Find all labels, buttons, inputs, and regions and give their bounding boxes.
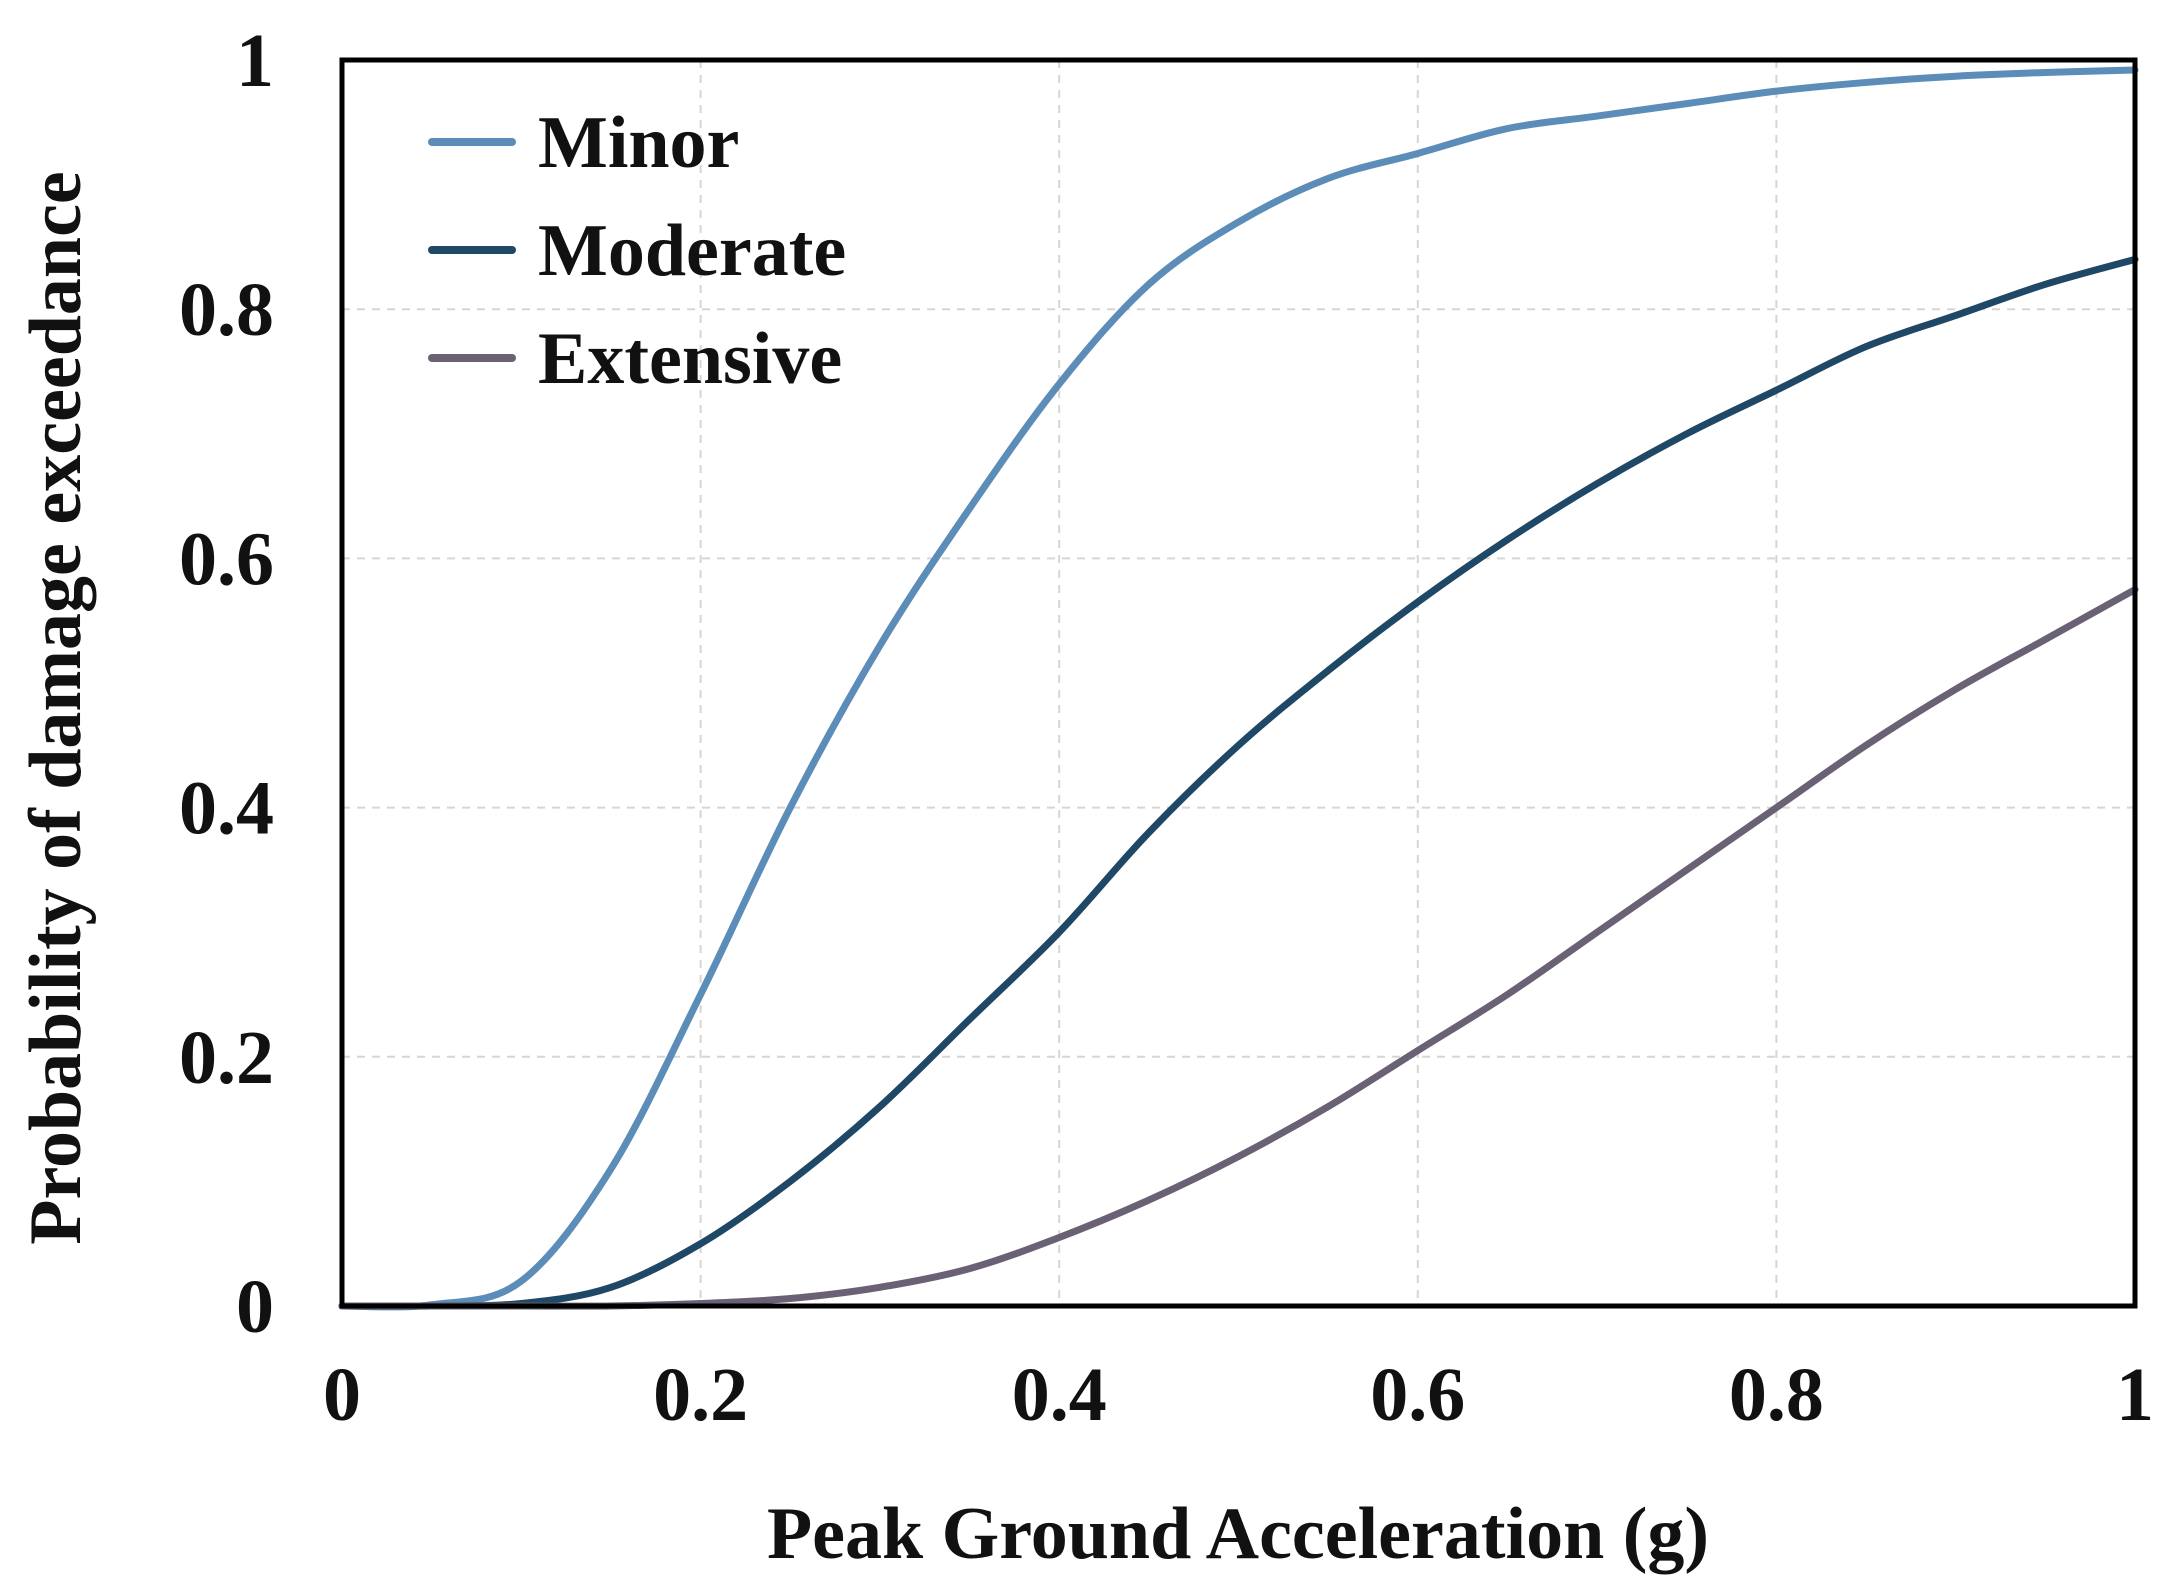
- legend-item: Moderate: [428, 210, 846, 292]
- legend-label: Extensive: [538, 318, 842, 400]
- x-tick-label: 0: [323, 1353, 361, 1437]
- x-tick-label: 0.2: [653, 1353, 748, 1437]
- grid-lines: [342, 60, 2135, 1306]
- plot-frame: [339, 57, 2138, 1309]
- y-tick-label: 1: [236, 19, 274, 103]
- legend-label: Moderate: [538, 210, 846, 292]
- legend-label: Minor: [538, 102, 739, 184]
- series-line-extensive: [338, 586, 2139, 1310]
- x-tick-label: 1: [2116, 1353, 2154, 1437]
- x-tick-label: 0.8: [1729, 1353, 1824, 1437]
- legend-item: Extensive: [428, 318, 842, 400]
- y-tick-label: 0.8: [179, 268, 274, 352]
- x-tick-label: 0.4: [1012, 1353, 1107, 1437]
- legend-item: Minor: [428, 102, 739, 184]
- y-tick-label: 0.6: [179, 517, 274, 601]
- x-axis-label: Peak Ground Acceleration (g): [767, 1493, 1709, 1575]
- y-tick-label: 0: [236, 1265, 274, 1349]
- y-tick-label: 0.2: [179, 1016, 274, 1100]
- series-line-moderate: [338, 255, 2139, 1310]
- y-axis-label: Probability of damage exceedance: [15, 171, 97, 1245]
- series-line-minor: [338, 66, 2139, 1311]
- y-axis-ticks: 0 0.2 0.4 0.6 0.8 1: [179, 19, 274, 1349]
- legend: Minor Moderate Extensive: [428, 102, 846, 400]
- x-tick-label: 0.6: [1370, 1353, 1465, 1437]
- y-tick-label: 0.4: [179, 767, 274, 851]
- x-axis-ticks: 0 0.2 0.4 0.6 0.8 1: [323, 1353, 2154, 1437]
